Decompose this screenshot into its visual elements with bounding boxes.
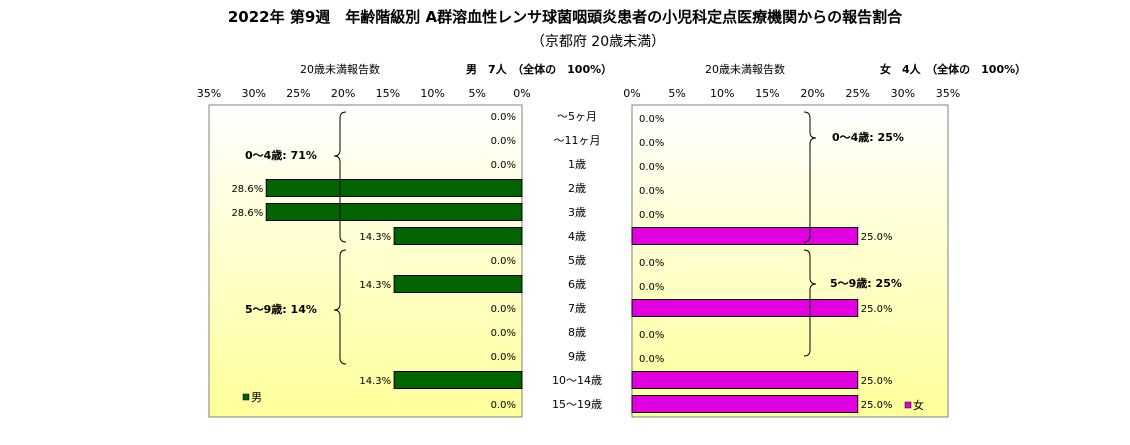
x-tick-label: 5% [668, 87, 685, 100]
category-label: 4歳 [568, 230, 586, 243]
right-brace-0-4 [803, 111, 817, 243]
male-data-labels: 0.0% 0.0% 0.0% 28.6% 28.6% 14.3% 0.0% 14.3% 0.0%… [231, 112, 516, 411]
male-bar [393, 275, 523, 293]
male-data-label: 0.0% [491, 160, 516, 171]
x-tick-label: 30% [241, 87, 265, 100]
female-data-label: 0.0% [639, 282, 664, 293]
category-label: ～11ヶ月 [554, 134, 601, 147]
left-plot-area [208, 104, 523, 418]
x-tick-label: 20% [331, 87, 355, 100]
male-data-label: 0.0% [491, 136, 516, 147]
category-label: 10～14歳 [552, 374, 602, 387]
female-data-labels: 0.0% 0.0% 0.0% 0.0% 0.0% 25.0% 0.0% 0.0% 25.0% 0.… [639, 114, 892, 411]
right-brace-5-9 [803, 249, 817, 357]
chart-title: 2022年 第9週 年齢階級別 A群溶血性レンサ球菌咽頭炎患者の小児科定点医療機… [228, 8, 903, 26]
female-bar [631, 299, 859, 317]
male-legend-label: 男 [251, 391, 262, 404]
female-data-label: 0.0% [639, 114, 664, 125]
left-brace-5-9 [333, 249, 347, 365]
male-data-label: 0.0% [491, 400, 516, 411]
female-data-label: 25.0% [861, 232, 893, 243]
male-data-label: 14.3% [359, 280, 391, 291]
male-bar [393, 371, 523, 389]
chart-subtitle: （京都府 20歳未満） [531, 34, 665, 50]
male-data-label: 14.3% [359, 232, 391, 243]
male-bar [393, 227, 523, 245]
x-tick-label: 35% [197, 87, 221, 100]
right-plot-area [631, 104, 949, 418]
female-data-label: 25.0% [861, 376, 893, 387]
male-data-label: 14.3% [359, 376, 391, 387]
male-bar [265, 203, 523, 221]
male-data-label: 0.0% [491, 352, 516, 363]
x-tick-label: 35% [936, 87, 960, 100]
x-tick-label: 20% [800, 87, 824, 100]
female-legend-swatch [904, 401, 912, 409]
right-x-ticks: 0% 5% 10% 15% 20% 25% 30% 35% [623, 87, 960, 100]
female-data-label: 25.0% [861, 400, 893, 411]
category-labels: ～5ヶ月 ～11ヶ月 1歳 2歳 3歳 4歳 5歳 6歳 7歳 8歳 9歳 10～14歳 15～19歳 [552, 110, 602, 411]
male-data-label: 0.0% [491, 112, 516, 123]
x-tick-label: 0% [513, 87, 530, 100]
right-group-label-0-4: 0～4歳: 25% [832, 130, 904, 144]
female-bar [631, 371, 859, 389]
x-tick-label: 30% [891, 87, 915, 100]
x-tick-label: 15% [755, 87, 779, 100]
left-x-ticks: 35% 30% 25% 20% 15% 10% 5% 0% [197, 87, 531, 100]
female-legend-label: 女 [913, 398, 924, 412]
female-data-label: 25.0% [861, 304, 893, 315]
female-data-label: 0.0% [639, 138, 664, 149]
female-data-label: 0.0% [639, 186, 664, 197]
female-data-label: 0.0% [639, 162, 664, 173]
right-group-label-5-9: 5～9歳: 25% [830, 276, 902, 290]
female-bar [631, 395, 859, 413]
male-data-label: 28.6% [231, 208, 263, 219]
left-group-label-0-4: 0～4歳: 71% [245, 148, 317, 162]
male-data-label: 0.0% [491, 256, 516, 267]
male-data-label: 28.6% [231, 184, 263, 195]
female-bars [631, 227, 859, 413]
x-tick-label: 10% [420, 87, 444, 100]
left-group-label-5-9: 5～9歳: 14% [245, 302, 317, 316]
female-bar [631, 227, 859, 245]
category-label: ～5ヶ月 [557, 110, 597, 123]
category-label: 8歳 [568, 326, 586, 339]
right-header-summary: 女 4人 （全体の 100%） [880, 62, 1026, 76]
category-label: 6歳 [568, 278, 586, 291]
female-data-label: 0.0% [639, 258, 664, 269]
x-tick-label: 25% [845, 87, 869, 100]
male-data-label: 0.0% [491, 328, 516, 339]
category-label: 15～19歳 [552, 398, 602, 411]
male-bar [265, 179, 523, 197]
x-tick-label: 10% [710, 87, 734, 100]
x-tick-label: 0% [623, 87, 640, 100]
category-label: 3歳 [568, 206, 586, 219]
female-data-label: 0.0% [639, 354, 664, 365]
male-data-label: 0.0% [491, 304, 516, 315]
male-bars [265, 179, 523, 389]
female-data-label: 0.0% [639, 210, 664, 221]
x-tick-label: 25% [286, 87, 310, 100]
category-label: 5歳 [568, 254, 586, 267]
category-label: 2歳 [568, 182, 586, 195]
category-label: 9歳 [568, 350, 586, 363]
left-brace-0-4 [333, 111, 347, 243]
female-data-label: 0.0% [639, 330, 664, 341]
left-header-summary: 男 7人 （全体の 100%） [466, 62, 612, 76]
x-tick-label: 15% [376, 87, 400, 100]
male-legend-swatch [242, 393, 250, 401]
right-header-label: 20歳未満報告数 [705, 63, 785, 76]
category-label: 7歳 [568, 302, 586, 315]
category-label: 1歳 [568, 158, 586, 171]
x-tick-label: 5% [469, 87, 486, 100]
left-header-label: 20歳未満報告数 [300, 63, 380, 76]
